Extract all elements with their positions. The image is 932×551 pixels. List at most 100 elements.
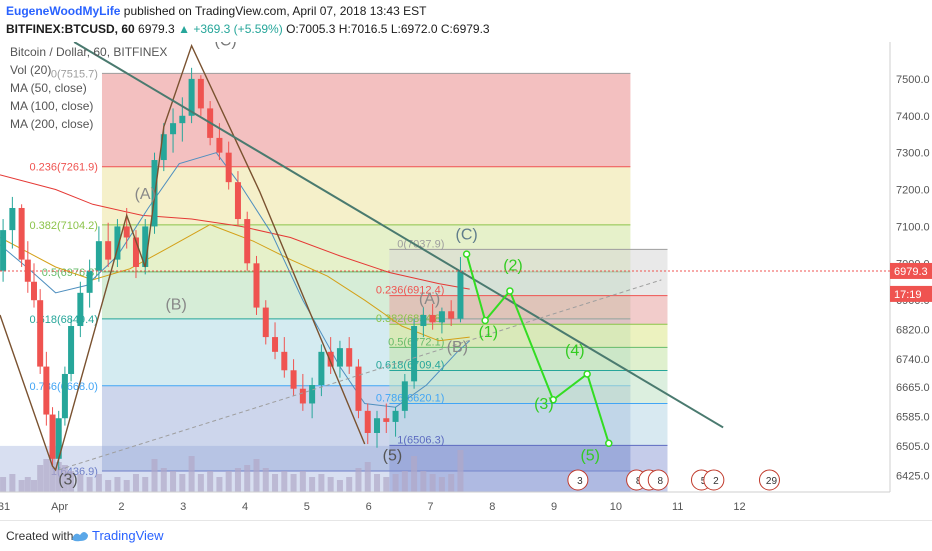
volume-bar: [355, 468, 362, 492]
candle-body: [448, 311, 455, 319]
candle-body: [188, 78, 195, 116]
volume-bar: [272, 474, 279, 492]
tradingview-brand[interactable]: TradingView: [92, 528, 164, 543]
wave-label: (5): [580, 448, 600, 465]
volume-bar: [43, 459, 50, 492]
candle-body: [18, 207, 25, 260]
candle-body: [411, 326, 418, 382]
candle-body: [253, 263, 260, 308]
price-badge: [890, 285, 932, 302]
wave-label: (A): [419, 291, 440, 308]
up-arrow-icon: ▲: [178, 22, 190, 36]
candle-body: [438, 311, 445, 323]
candle-body: [364, 410, 371, 433]
candle-body: [68, 326, 75, 374]
candle-body: [346, 348, 353, 367]
volume-bar: [18, 480, 25, 492]
candle-body: [318, 351, 325, 386]
legend-item: Vol (20): [10, 63, 51, 77]
legend-item: MA (200, close): [10, 117, 93, 131]
candle-body: [457, 270, 464, 319]
candle-body: [197, 78, 204, 109]
candle-body: [30, 281, 37, 301]
volume-bar: [234, 468, 241, 492]
time-tick-label: 8: [489, 501, 495, 513]
volume-bar: [37, 465, 44, 492]
wave-label: (B): [447, 339, 468, 356]
volume-bar: [383, 477, 390, 492]
fib-small-level-label: 0.618(6709.4): [376, 360, 445, 372]
volume-bar: [438, 477, 445, 492]
volume-bar: [448, 474, 455, 492]
volume-bar: [68, 471, 75, 492]
volume-bar: [188, 456, 195, 492]
footer: Created with TradingView: [0, 520, 932, 551]
price-tick-label: 6585.0: [896, 411, 930, 423]
wave-label: (1): [478, 324, 498, 341]
volume-bar: [364, 462, 371, 492]
wave-label: (4): [565, 343, 585, 360]
candle-body: [225, 152, 232, 183]
candle-body: [336, 348, 343, 367]
time-tick-label: 4: [242, 501, 248, 513]
price-tick-label: 7400.0: [896, 111, 930, 123]
candle-body: [123, 226, 130, 238]
wave-label: (5): [383, 448, 403, 465]
fib-level-label: 0(7515.7): [51, 68, 98, 80]
economic-event-count: 3: [577, 476, 583, 487]
candle-body: [355, 366, 362, 411]
fib-small-zone: [389, 370, 668, 404]
candle-body: [401, 381, 408, 411]
wave-label: (3): [534, 396, 554, 413]
volume-bar: [95, 474, 102, 492]
candle-body: [95, 241, 102, 271]
open-label: O:: [286, 22, 299, 36]
fib-small-level-label: 0.236(6912.4): [376, 285, 445, 297]
published-text: published on TradingView.com, April 07, …: [123, 4, 427, 18]
volume-bar: [346, 477, 353, 492]
low-value: 6972.0: [400, 22, 438, 36]
wave-label: (B): [165, 296, 186, 313]
candle-body: [61, 373, 68, 419]
fib-small-level-label: 0.382(6834.8): [376, 313, 445, 325]
candle-body: [281, 351, 288, 371]
volume-bar: [374, 474, 381, 492]
volume-bar: [9, 474, 16, 492]
volume-bar: [151, 459, 158, 492]
ma-200-line: [0, 174, 470, 290]
candle-body: [216, 137, 223, 153]
volume-bar: [77, 474, 84, 492]
price-chart[interactable]: 0(7515.7) 0.236(7261.9) 0.382(7104.2) 0.5(6…: [0, 33, 932, 520]
price-tick-label: 6740.0: [896, 354, 930, 366]
forecast-point: [481, 316, 489, 325]
candle-body: [244, 219, 251, 264]
last-price: 6979.3: [138, 22, 175, 36]
volume-bar: [281, 471, 288, 492]
candle-body: [24, 259, 31, 282]
legend-item: MA (50, close): [10, 81, 87, 95]
time-tick-label: 11: [672, 501, 683, 513]
legend-item: MA (100, close): [10, 99, 93, 113]
close-label: C:: [440, 22, 453, 36]
price-axis-bg: [890, 42, 932, 520]
fib-level-label: 0.5(6976.8): [42, 267, 98, 279]
candle-body: [55, 418, 62, 459]
volume-bar: [457, 450, 464, 492]
economic-event-count: 29: [766, 476, 778, 487]
volume-bar: [401, 471, 408, 492]
candle-body: [392, 410, 399, 422]
candle-body: [299, 388, 306, 404]
price-tick-label: 6820.0: [896, 325, 930, 337]
volume-bar: [55, 462, 62, 492]
candle-body: [43, 366, 50, 415]
volume-bar: [114, 477, 121, 492]
ohlc-header: BITFINEX:BTCUSD, 60 6979.3 ▲ +369.3 (+5.…: [6, 22, 490, 36]
time-tick-label: 7: [427, 501, 433, 513]
candle-body: [420, 314, 427, 327]
low-label: L:: [390, 22, 401, 36]
time-tick-label: 10: [610, 501, 622, 513]
chart-area[interactable]: 0(7515.7) 0.236(7261.9) 0.382(7104.2) 0.5(6…: [0, 33, 932, 520]
volume-bar: [318, 474, 325, 492]
wave-label: (2): [503, 258, 523, 275]
author-link[interactable]: EugeneWoodMyLife: [6, 4, 121, 18]
